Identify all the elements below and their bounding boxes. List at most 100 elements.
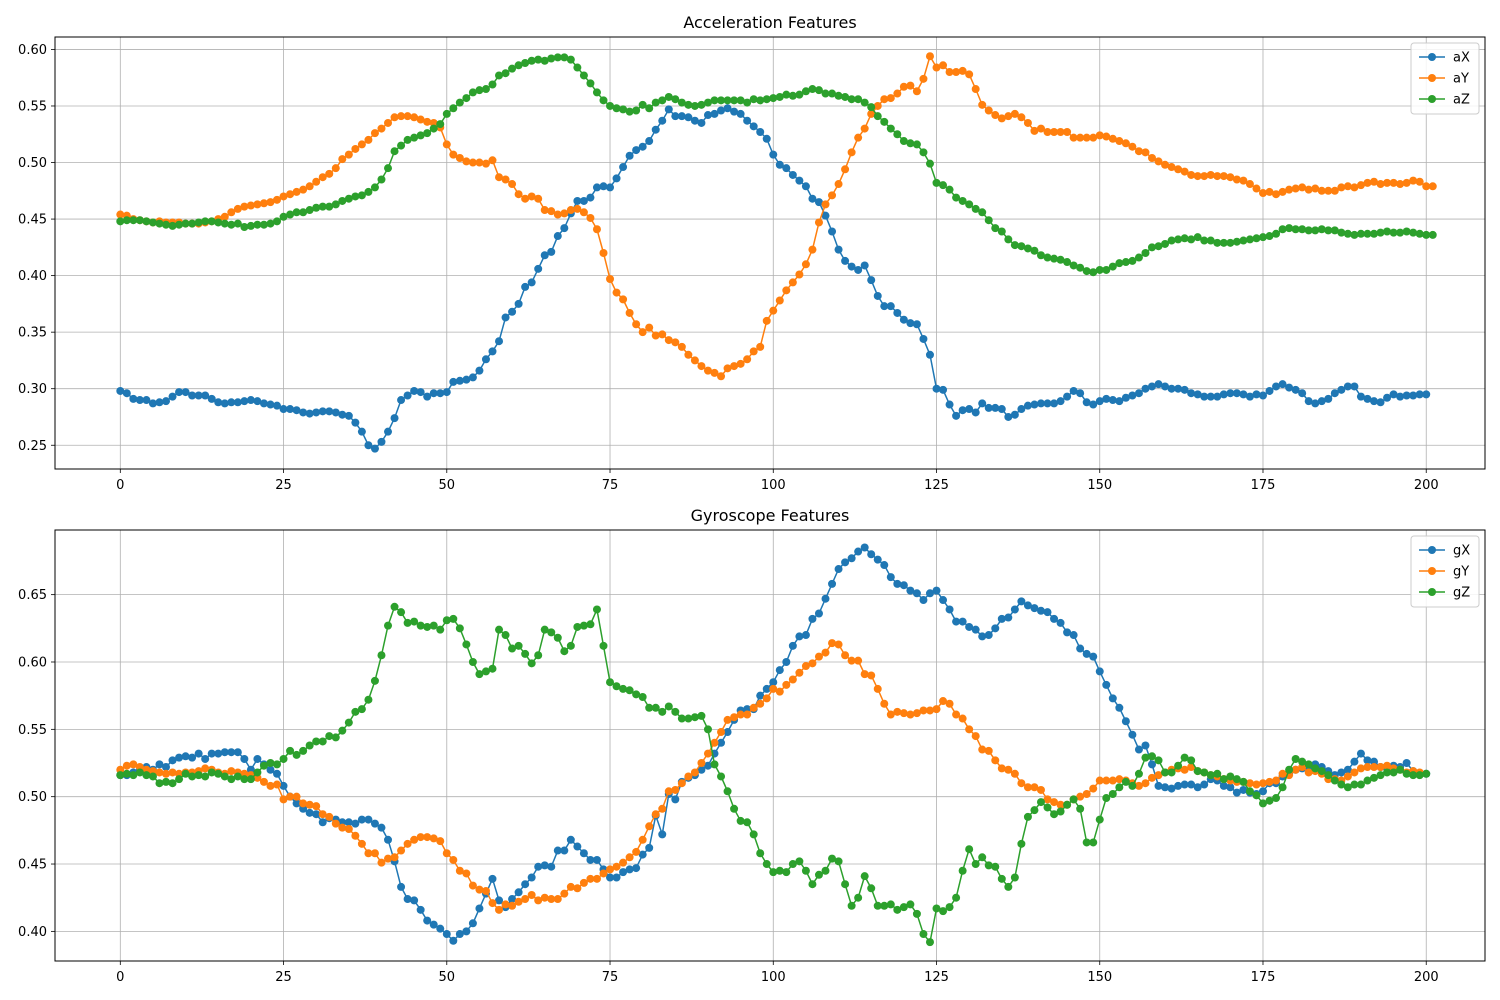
data-point (730, 107, 739, 116)
data-point (899, 137, 908, 146)
data-point (1376, 771, 1385, 780)
data-point (808, 85, 817, 94)
data-point (1337, 780, 1346, 789)
data-point (939, 181, 948, 190)
data-point (1285, 765, 1294, 774)
data-point (1050, 810, 1059, 819)
legend-label: aZ (1453, 93, 1470, 108)
data-point (997, 114, 1006, 123)
data-point (1337, 768, 1346, 777)
data-point (1298, 757, 1307, 766)
data-point (671, 112, 680, 121)
data-point (357, 815, 366, 824)
x-tick-label: 50 (439, 478, 456, 493)
data-point (410, 896, 419, 905)
data-point (1167, 768, 1176, 777)
legend-label: aX (1453, 51, 1470, 66)
data-point (939, 61, 948, 70)
data-point (1265, 777, 1274, 786)
data-point (717, 372, 726, 381)
data-point (1265, 796, 1274, 805)
data-point (1102, 776, 1111, 785)
data-point (814, 86, 823, 95)
data-point (181, 219, 190, 228)
legend-item: aX (1419, 51, 1470, 66)
data-point (782, 680, 791, 689)
data-point (488, 80, 497, 89)
data-point (625, 107, 634, 116)
data-point (325, 407, 334, 416)
data-point (912, 87, 921, 96)
data-point (939, 385, 948, 394)
data-point (344, 825, 353, 834)
y-tick-label: 0.40 (18, 925, 47, 940)
data-point (488, 899, 497, 908)
data-point (710, 738, 719, 747)
data-point (168, 392, 177, 401)
data-point (547, 207, 556, 216)
data-point (625, 865, 634, 874)
data-point (697, 118, 706, 127)
data-point (821, 648, 830, 657)
data-point (984, 216, 993, 225)
data-point (919, 596, 928, 605)
data-point (194, 391, 203, 400)
axes-frame (54, 529, 1486, 962)
data-point (1089, 400, 1098, 409)
data-point (475, 670, 484, 679)
y-tick-label: 0.50 (18, 156, 47, 171)
data-point (651, 125, 660, 134)
data-point (736, 109, 745, 118)
data-point (984, 106, 993, 115)
data-point (436, 837, 445, 846)
data-point (1415, 229, 1424, 238)
data-point (384, 427, 393, 436)
data-point (1141, 741, 1150, 750)
data-point (606, 183, 615, 192)
data-point (573, 204, 582, 213)
data-point (468, 919, 477, 928)
data-point (788, 91, 797, 100)
data-point (978, 100, 987, 109)
y-axis: 0.25 0.30 0.35 0.40 0.45 0.50 0.55 0.60 (18, 43, 55, 454)
data-point (592, 225, 601, 234)
data-point (886, 710, 895, 719)
data-point (553, 633, 562, 642)
data-point (638, 328, 647, 337)
data-point (527, 659, 536, 668)
data-point (651, 703, 660, 712)
data-point (984, 631, 993, 640)
data-point (906, 710, 915, 719)
data-point (1337, 228, 1346, 237)
data-point (854, 265, 863, 274)
data-point (429, 118, 438, 127)
data-point (1376, 763, 1385, 772)
data-point (1317, 225, 1326, 234)
data-point (684, 100, 693, 109)
data-point (299, 746, 308, 755)
data-point (273, 780, 282, 789)
data-point (1076, 133, 1085, 142)
data-point (553, 846, 562, 855)
data-point (344, 194, 353, 203)
data-point (207, 394, 216, 403)
data-point (416, 905, 425, 914)
data-point (997, 227, 1006, 236)
data-point (312, 802, 321, 811)
data-point (175, 220, 184, 229)
data-point (958, 66, 967, 75)
data-point (351, 418, 360, 427)
axes-frame (54, 36, 1486, 470)
data-point (749, 830, 758, 839)
data-point (1370, 397, 1378, 406)
data-point (723, 728, 732, 737)
data-point (1356, 392, 1365, 401)
data-point (344, 411, 353, 420)
data-point (632, 690, 641, 699)
data-point (259, 777, 268, 786)
data-point (501, 313, 510, 322)
y-tick-label: 0.55 (18, 723, 47, 738)
data-point (423, 833, 432, 842)
data-point (638, 835, 647, 844)
data-point (1121, 717, 1130, 726)
